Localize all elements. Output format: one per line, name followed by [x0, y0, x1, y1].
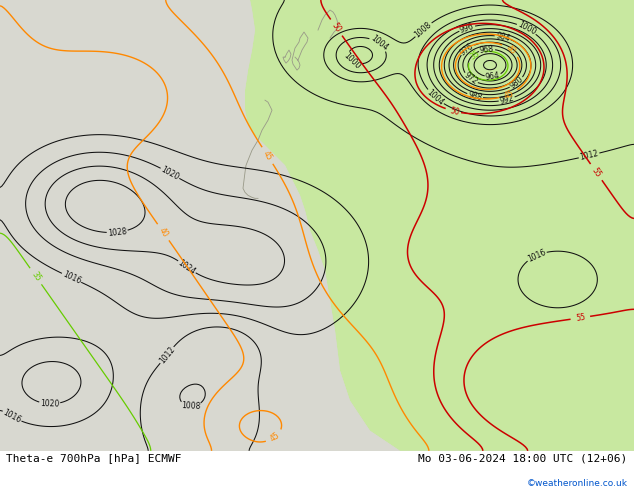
Text: 50: 50 [330, 21, 343, 34]
Text: 992: 992 [499, 94, 515, 106]
Text: 1000: 1000 [516, 20, 538, 37]
Text: 964: 964 [485, 71, 501, 82]
Text: 1020: 1020 [159, 165, 181, 182]
Text: 45: 45 [261, 149, 274, 162]
Text: 55: 55 [575, 313, 586, 323]
Text: 996: 996 [459, 22, 476, 35]
Text: 1028: 1028 [107, 227, 127, 238]
Text: 40: 40 [504, 43, 517, 56]
Text: 35: 35 [29, 270, 42, 283]
Text: 1016: 1016 [1, 408, 23, 425]
Text: 984: 984 [495, 31, 511, 43]
Text: 1024: 1024 [176, 258, 197, 276]
Text: 1020: 1020 [40, 399, 60, 409]
Text: Theta-e 700hPa [hPa] ECMWF: Theta-e 700hPa [hPa] ECMWF [6, 453, 182, 463]
Text: 968: 968 [479, 44, 495, 55]
Text: 1004: 1004 [368, 34, 389, 53]
Text: 45: 45 [268, 431, 281, 443]
Text: 1016: 1016 [61, 270, 82, 286]
Text: 55: 55 [590, 166, 603, 179]
Text: 1012: 1012 [579, 149, 599, 162]
Text: 35: 35 [469, 49, 481, 62]
Text: 40: 40 [157, 226, 170, 239]
Text: 1012: 1012 [157, 345, 176, 365]
Polygon shape [200, 0, 400, 451]
Text: 1008: 1008 [181, 401, 200, 411]
Text: 1008: 1008 [413, 20, 434, 39]
Text: Mo 03-06-2024 18:00 UTC (12+06): Mo 03-06-2024 18:00 UTC (12+06) [418, 453, 628, 463]
Text: 980: 980 [508, 75, 525, 91]
Text: 976: 976 [458, 41, 476, 57]
Text: 988: 988 [467, 90, 483, 102]
Text: 45: 45 [502, 88, 515, 100]
Text: 1000: 1000 [342, 51, 361, 71]
Text: 50: 50 [450, 106, 461, 117]
Text: 972: 972 [462, 71, 479, 87]
Polygon shape [245, 0, 634, 451]
Text: 1004: 1004 [425, 87, 446, 107]
Text: ©weatheronline.co.uk: ©weatheronline.co.uk [527, 479, 628, 488]
Text: 1016: 1016 [526, 247, 547, 264]
